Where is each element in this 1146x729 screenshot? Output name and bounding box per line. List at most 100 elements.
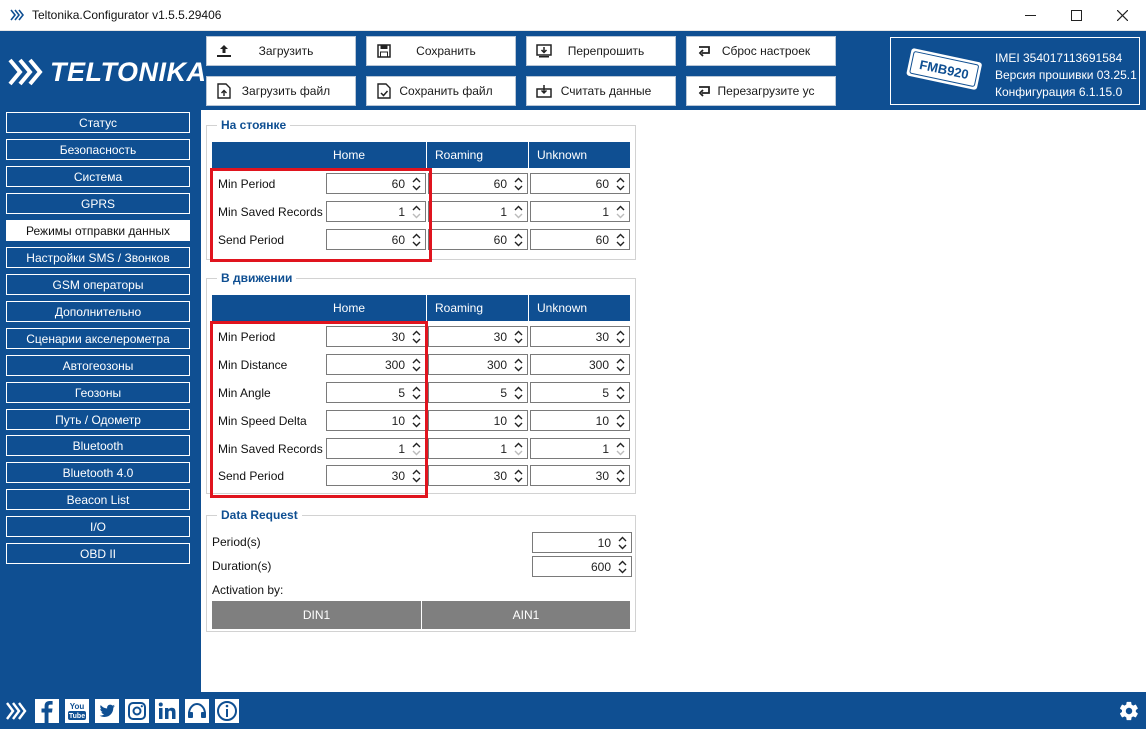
spinner-arrows-icon[interactable] xyxy=(511,202,525,221)
spinner-arrows-icon[interactable] xyxy=(511,439,525,458)
sidebar-item-system[interactable]: Система xyxy=(6,166,190,187)
moving-min-speed-delta-roaming-input[interactable]: 10 xyxy=(428,410,528,431)
reflash-button[interactable]: Перепрошить xyxy=(526,36,676,66)
din1-button[interactable]: DIN1 xyxy=(212,601,422,629)
sidebar-item-security[interactable]: Безопасность xyxy=(6,139,190,160)
settings-gear-icon[interactable] xyxy=(1117,699,1141,723)
read-data-button[interactable]: Считать данные xyxy=(526,76,676,106)
spinner-arrows-icon[interactable] xyxy=(511,411,525,430)
spinner-arrows-icon[interactable] xyxy=(613,439,627,458)
spinner-arrows-icon[interactable] xyxy=(511,327,525,346)
spinner-arrows-icon[interactable] xyxy=(615,533,629,552)
moving-min-distance-home-input[interactable]: 300 xyxy=(326,354,426,375)
load-button[interactable]: Загрузить xyxy=(206,36,356,66)
spinner-arrows-icon[interactable] xyxy=(613,383,627,402)
sidebar-item-gsm-operators[interactable]: GSM операторы xyxy=(6,274,190,295)
spinner-arrows-icon[interactable] xyxy=(409,327,423,346)
svg-text:Tube: Tube xyxy=(69,713,85,720)
spinner-arrows-icon[interactable] xyxy=(511,174,525,193)
ain1-button[interactable]: AIN1 xyxy=(422,601,631,629)
file-upload-icon xyxy=(215,82,233,100)
moving-min-period-home-input[interactable]: 30 xyxy=(326,326,426,347)
spinner-arrows-icon[interactable] xyxy=(511,355,525,374)
sidebar-item-geofence[interactable]: Геозоны xyxy=(6,382,190,403)
stationary-send-period-unknown-input[interactable]: 60 xyxy=(530,229,630,250)
moving-min-speed-delta-unknown-input[interactable]: 10 xyxy=(530,410,630,431)
close-button[interactable] xyxy=(1099,0,1145,31)
linkedin-icon[interactable] xyxy=(155,699,179,723)
facebook-icon[interactable] xyxy=(35,699,59,723)
stationary-send-period-roaming-input[interactable]: 60 xyxy=(428,229,528,250)
sidebar-item-features[interactable]: Дополнительно xyxy=(6,301,190,322)
firmware-icon xyxy=(535,42,553,60)
twitter-icon[interactable] xyxy=(95,699,119,723)
sidebar-item-bluetooth-4[interactable]: Bluetooth 4.0 xyxy=(6,462,190,483)
spinner-arrows-icon[interactable] xyxy=(613,230,627,249)
sidebar-item-gprs[interactable]: GPRS xyxy=(6,193,190,214)
save-file-button[interactable]: Сохранить файл xyxy=(366,76,516,106)
moving-min-distance-roaming-input[interactable]: 300 xyxy=(428,354,528,375)
moving-send-period-unknown-input[interactable]: 30 xyxy=(530,465,630,486)
spinner-arrows-icon[interactable] xyxy=(409,439,423,458)
reboot-icon xyxy=(695,82,713,100)
reset-settings-button[interactable]: Сброс настроек xyxy=(686,36,836,66)
sidebar-item-auto-geofence[interactable]: Автогеозоны xyxy=(6,355,190,376)
spinner-arrows-icon[interactable] xyxy=(409,466,423,485)
stationary-min-period-home-input[interactable]: 60 xyxy=(326,173,426,194)
moving-min-saved-records-unknown-input[interactable]: 1 xyxy=(530,438,630,459)
stationary-send-period-home-input[interactable]: 60 xyxy=(326,229,426,250)
stationary-min-saved-records-unknown-input[interactable]: 1 xyxy=(530,201,630,222)
save-button[interactable]: Сохранить xyxy=(366,36,516,66)
support-icon[interactable] xyxy=(185,699,209,723)
spinner-arrows-icon[interactable] xyxy=(613,411,627,430)
maximize-button[interactable] xyxy=(1053,0,1099,31)
moving-min-period-unknown-input[interactable]: 30 xyxy=(530,326,630,347)
data-request-duration-input[interactable]: 600 xyxy=(532,556,632,577)
teltonika-icon[interactable] xyxy=(5,699,29,723)
sidebar-item-trip-odometer[interactable]: Путь / Одометр xyxy=(6,409,190,430)
spinner-arrows-icon[interactable] xyxy=(613,466,627,485)
load-file-button[interactable]: Загрузить файл xyxy=(206,76,356,106)
spinner-arrows-icon[interactable] xyxy=(613,174,627,193)
info-icon[interactable] xyxy=(215,699,239,723)
sidebar-item-beacon-list[interactable]: Beacon List xyxy=(6,489,190,510)
moving-min-distance-unknown-input[interactable]: 300 xyxy=(530,354,630,375)
moving-send-period-home-input[interactable]: 30 xyxy=(326,465,426,486)
stationary-min-saved-records-roaming-input[interactable]: 1 xyxy=(428,201,528,222)
moving-min-period-roaming-input[interactable]: 30 xyxy=(428,326,528,347)
sidebar-item-bluetooth[interactable]: Bluetooth xyxy=(6,435,190,456)
spinner-arrows-icon[interactable] xyxy=(409,202,423,221)
stationary-min-period-unknown-input[interactable]: 60 xyxy=(530,173,630,194)
sidebar-item-obd[interactable]: OBD II xyxy=(6,543,190,564)
sidebar-item-io[interactable]: I/O xyxy=(6,516,190,537)
moving-min-saved-records-roaming-input[interactable]: 1 xyxy=(428,438,528,459)
moving-send-period-roaming-input[interactable]: 30 xyxy=(428,465,528,486)
data-request-period-input[interactable]: 10 xyxy=(532,532,632,553)
spinner-arrows-icon[interactable] xyxy=(511,466,525,485)
reboot-device-button[interactable]: Перезагрузите ус xyxy=(686,76,836,106)
spinner-arrows-icon[interactable] xyxy=(409,174,423,193)
spinner-arrows-icon[interactable] xyxy=(613,327,627,346)
instagram-icon[interactable] xyxy=(125,699,149,723)
spinner-arrows-icon[interactable] xyxy=(613,355,627,374)
stationary-min-saved-records-home-input[interactable]: 1 xyxy=(326,201,426,222)
moving-min-angle-roaming-input[interactable]: 5 xyxy=(428,382,528,403)
spinner-arrows-icon[interactable] xyxy=(409,383,423,402)
spinner-arrows-icon[interactable] xyxy=(613,202,627,221)
spinner-arrows-icon[interactable] xyxy=(409,411,423,430)
spinner-arrows-icon[interactable] xyxy=(615,557,629,576)
spinner-arrows-icon[interactable] xyxy=(511,230,525,249)
sidebar-item-status[interactable]: Статус xyxy=(6,112,190,133)
minimize-button[interactable] xyxy=(1007,0,1053,31)
moving-min-angle-unknown-input[interactable]: 5 xyxy=(530,382,630,403)
sidebar-item-accelerometer[interactable]: Сценарии акселерометра xyxy=(6,328,190,349)
spinner-arrows-icon[interactable] xyxy=(511,383,525,402)
youtube-icon[interactable]: You Tube xyxy=(65,699,89,723)
sidebar-item-sms-call[interactable]: Настройки SMS / Звонков xyxy=(6,247,190,268)
stationary-min-period-roaming-input[interactable]: 60 xyxy=(428,173,528,194)
spinner-arrows-icon[interactable] xyxy=(409,355,423,374)
sidebar-item-data-acquisition[interactable]: Режимы отправки данных xyxy=(6,220,190,241)
moving-min-speed-delta-home-input[interactable]: 10 xyxy=(326,410,426,431)
moving-min-saved-records-home-input[interactable]: 1 xyxy=(326,438,426,459)
spinner-arrows-icon[interactable] xyxy=(409,230,423,249)
